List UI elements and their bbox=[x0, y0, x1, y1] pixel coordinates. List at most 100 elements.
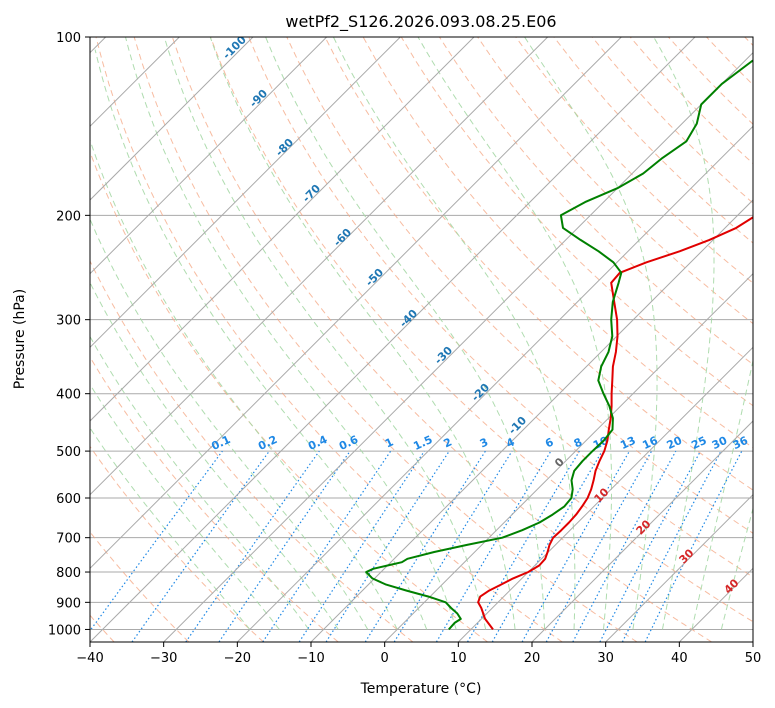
dry-adiabat-line bbox=[210, 37, 753, 623]
y-tick-label: 200 bbox=[56, 209, 81, 224]
dry-adiabat-line bbox=[90, 531, 190, 642]
y-axis: 100 200 300 400 500 600 700 800 900 1000 bbox=[48, 31, 90, 638]
dry-adiabat-line bbox=[477, 37, 753, 325]
dry-adiabat-line bbox=[90, 356, 339, 642]
mixing-ratio-label: 0.4 bbox=[306, 433, 329, 453]
y-tick-label: 800 bbox=[56, 566, 81, 581]
isotherm-line bbox=[310, 199, 753, 642]
mixing-ratio-line bbox=[325, 450, 450, 642]
moist-adiabat-label: 40 bbox=[722, 576, 742, 596]
x-tick-label: 30 bbox=[597, 651, 614, 666]
moist-adiabat-line bbox=[691, 358, 753, 630]
sounding-profiles bbox=[365, 59, 753, 631]
mixing-ratio-label: 3 bbox=[478, 435, 490, 450]
isotherm-line bbox=[752, 641, 753, 642]
moist-adiabat-line bbox=[125, 37, 457, 630]
dry-adiabat-label: -10 bbox=[506, 414, 529, 437]
y-axis-label: Pressure (hPa) bbox=[12, 289, 28, 389]
mixing-ratio-lines bbox=[90, 450, 743, 642]
moist-adiabat-line bbox=[90, 138, 398, 630]
dry-adiabat-line bbox=[324, 37, 753, 491]
isotherm-line bbox=[90, 37, 401, 349]
x-tick-label: −30 bbox=[150, 651, 177, 666]
dry-adiabat-label: -30 bbox=[432, 344, 455, 367]
mixing-ratio-label: 0.1 bbox=[209, 433, 232, 453]
moist-adiabats bbox=[90, 37, 753, 630]
dry-adiabat-line bbox=[90, 259, 414, 642]
x-tick-label: 40 bbox=[671, 651, 688, 666]
isotherm-line bbox=[90, 37, 254, 201]
mixing-ratio-line bbox=[298, 450, 425, 642]
isotherm-line bbox=[90, 37, 328, 275]
isotherms bbox=[90, 37, 753, 642]
dry-adiabat-line bbox=[515, 37, 753, 284]
dry-adiabat-line bbox=[171, 37, 712, 642]
moist-adiabat-line bbox=[720, 506, 753, 630]
dry-adiabat-label: -60 bbox=[331, 226, 354, 249]
mixing-ratio-line bbox=[218, 450, 351, 642]
moist-adiabat-line bbox=[265, 37, 546, 630]
mixing-ratio-label: 0.2 bbox=[256, 433, 279, 453]
dry-adiabats bbox=[90, 37, 753, 642]
mixing-ratio-line bbox=[262, 450, 392, 642]
dry-adiabat-label: -80 bbox=[273, 136, 296, 159]
y-tick-label: 1000 bbox=[48, 623, 81, 638]
mixing-ratio-label: 30 bbox=[710, 434, 730, 452]
isotherm-line bbox=[90, 37, 696, 642]
moist-adiabat-label: 10 bbox=[592, 485, 612, 505]
mixing-ratio-label: 25 bbox=[689, 434, 708, 452]
moist-adiabat-line bbox=[163, 37, 487, 630]
isotherm-line bbox=[457, 346, 753, 642]
isotherm-line bbox=[605, 493, 753, 642]
moist-adiabat-line bbox=[90, 335, 310, 630]
dry-adiabat-label: -40 bbox=[397, 307, 420, 330]
x-axis: −40 −30 −20 −10 0 10 20 30 40 50 bbox=[76, 642, 761, 666]
y-tick-label: 600 bbox=[56, 492, 81, 507]
moist-adiabat-line bbox=[90, 217, 369, 630]
y-tick-label: 100 bbox=[56, 31, 81, 46]
mixing-ratio-line bbox=[599, 450, 702, 642]
mixing-ratio-line bbox=[545, 450, 653, 642]
x-tick-label: 0 bbox=[381, 651, 389, 666]
mixing-ratio-line bbox=[90, 450, 223, 632]
y-tick-label: 400 bbox=[56, 388, 81, 403]
dry-adiabat-line bbox=[744, 37, 753, 47]
dry-adiabat-line bbox=[95, 37, 563, 642]
dewpoint-profile-line bbox=[365, 59, 753, 631]
dry-adiabat-label: -50 bbox=[363, 266, 386, 289]
x-axis-label: Temperature (°C) bbox=[360, 681, 482, 697]
mixing-ratio-label: 1 bbox=[383, 435, 395, 450]
mixing-ratio-line bbox=[364, 450, 486, 642]
dry-adiabat-label: -20 bbox=[469, 381, 492, 404]
moist-adiabat-line bbox=[653, 37, 715, 630]
mixing-ratio-line bbox=[572, 450, 677, 642]
x-tick-label: −10 bbox=[297, 651, 324, 666]
isotherm-line bbox=[531, 420, 753, 642]
y-tick-label: 900 bbox=[56, 596, 81, 611]
isotherm-line bbox=[90, 37, 622, 570]
x-tick-label: 50 bbox=[745, 651, 762, 666]
mixing-ratio-label: 16 bbox=[640, 434, 660, 452]
moist-adiabat-line bbox=[90, 383, 280, 630]
mixing-ratio-line bbox=[393, 450, 513, 642]
dry-adiabat-line bbox=[706, 37, 753, 86]
moist-adiabat-line bbox=[90, 281, 339, 630]
x-tick-label: 20 bbox=[524, 651, 541, 666]
dry-adiabat-line bbox=[90, 150, 488, 642]
mixing-ratio-line bbox=[521, 450, 631, 642]
isotherm-line bbox=[384, 272, 753, 642]
mixing-ratio-line bbox=[644, 450, 743, 642]
dry-adiabat-label: -90 bbox=[247, 87, 270, 110]
adiabat-labels: 0.1 0.2 0.4 0.6 1 1.5 2 3 4 6 8 10 13 16 20 25 30 36-100-… bbox=[209, 37, 750, 597]
dry-adiabat-line bbox=[133, 37, 638, 642]
dry-adiabat-label: -70 bbox=[300, 182, 323, 205]
moist-adiabat-line bbox=[524, 37, 658, 630]
y-tick-label: 500 bbox=[56, 445, 81, 460]
dry-adiabat-line bbox=[90, 445, 264, 642]
mixing-ratio-line bbox=[131, 450, 270, 642]
dry-adiabat-line bbox=[248, 37, 753, 578]
moist-adiabat-label: 20 bbox=[634, 517, 654, 537]
dry-adiabat-line bbox=[286, 37, 753, 534]
x-tick-label: −20 bbox=[224, 651, 251, 666]
